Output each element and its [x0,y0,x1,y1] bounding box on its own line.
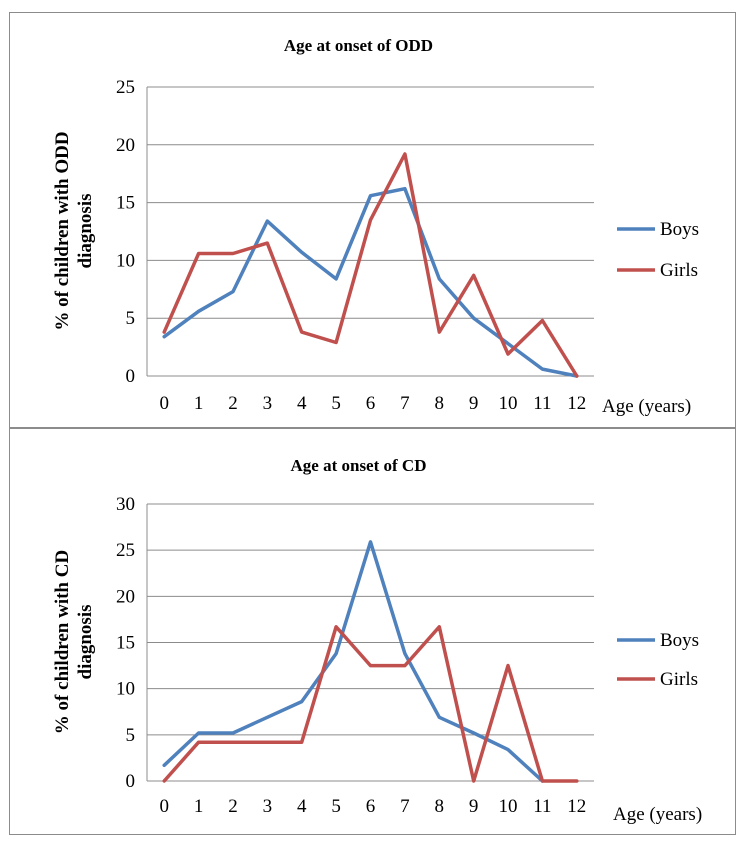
odd-x-tick-label: 5 [331,393,341,414]
cd-x-tick-label: 3 [263,796,273,817]
cd-x-tick-label: 9 [469,796,479,817]
odd-chart-panel: Age at onset of ODD 0 5 10 15 20 25 0 1 2 3 4 5 6 7 8 9 1… [9,12,736,428]
cd-chart-title: Age at onset of CD [291,456,427,475]
cd-x-tick-label: 7 [400,796,410,817]
odd-x-tick-label: 12 [567,393,586,414]
cd-y-tick-label: 30 [116,494,135,515]
cd-x-tick-label: 0 [159,796,169,817]
odd-series-line-boys [162,186,579,378]
cd-y-tick-label: 5 [126,725,136,746]
odd-y-tick-label: 10 [116,250,135,271]
cd-y-tick-label: 25 [116,540,135,561]
odd-x-tick-label: 7 [400,393,410,414]
odd-x-tick-label: 1 [194,393,204,414]
odd-y-tick-label: 15 [116,193,135,214]
cd-series-line-girls [162,625,579,783]
cd-legend-label-boys: Boys [660,630,699,651]
cd-x-tick-label: 2 [228,796,238,817]
cd-x-tick-label: 1 [194,796,204,817]
odd-series-line-girls [162,152,579,378]
cd-y-tick-label: 0 [126,771,136,792]
odd-x-tick-label: 2 [228,393,238,414]
odd-y-axis-title-line: diagnosis [75,194,96,269]
cd-y-tick-label: 15 [116,633,135,654]
cd-series-line-boys [162,540,545,783]
cd-x-tick-label: 6 [366,796,376,817]
odd-x-tick-label: 9 [469,393,479,414]
odd-x-tick-label: 6 [366,393,376,414]
odd-x-axis-title: Age (years) [602,396,691,417]
cd-y-axis-title-line: diagnosis [75,605,96,680]
cd-chart-panel: Age at onset of CD 0 5 10 15 20 25 30 0 1 2 3 4 5 6 7 8 9… [9,428,736,835]
cd-x-tick-label: 11 [533,796,551,817]
odd-y-axis-title: % of children with ODD diagnosis [52,131,96,330]
cd-y-tick-label: 10 [116,679,135,700]
cd-x-axis-title: Age (years) [613,804,702,825]
odd-x-tick-label: 4 [297,393,307,414]
odd-y-tick-label: 20 [116,135,135,156]
odd-y-tick-label: 5 [126,308,136,329]
cd-x-tick-label: 12 [567,796,586,817]
odd-x-tick-label: 11 [533,393,551,414]
odd-y-tick-label: 25 [116,77,135,98]
odd-y-tick-label: 0 [126,366,136,387]
odd-legend-label-girls: Girls [660,260,698,281]
cd-x-tick-label: 4 [297,796,307,817]
cd-y-tick-label: 20 [116,586,135,607]
odd-x-tick-label: 10 [499,393,518,414]
odd-chart-title: Age at onset of ODD [284,36,433,55]
cd-legend-label-girls: Girls [660,669,698,690]
cd-y-axis-title-line: % of children with CD [52,550,73,734]
cd-y-axis-title: % of children with CD diagnosis [52,550,96,734]
odd-legend-label-boys: Boys [660,219,699,240]
odd-x-tick-label: 8 [435,393,445,414]
odd-y-axis-title-line: % of children with ODD [52,131,73,330]
odd-x-tick-label: 0 [159,393,169,414]
odd-x-tick-label: 3 [263,393,273,414]
cd-x-tick-label: 5 [331,796,341,817]
cd-x-tick-label: 8 [435,796,445,817]
cd-x-tick-label: 10 [499,796,518,817]
